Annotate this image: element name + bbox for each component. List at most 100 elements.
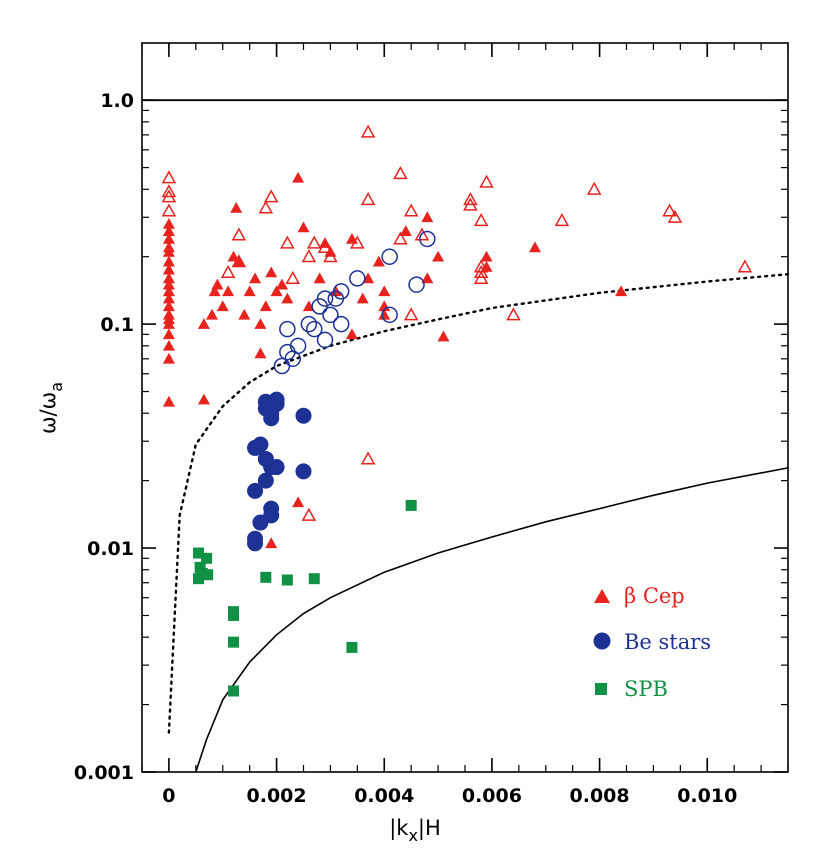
data-point-triangle-filled (238, 308, 251, 320)
legend-marker-be-stars (593, 632, 611, 650)
y-tick-label: 0.1 (100, 314, 134, 336)
data-point-square-filled (202, 569, 214, 581)
axis-ticks: 0 0.002 0.004 0.006 0.008 0.010 0.001 0.01 0.1 1.… (74, 43, 789, 807)
data-point-circle-filled (247, 482, 264, 499)
data-point-triangle-filled (345, 328, 358, 340)
data-point-triangle-open (258, 200, 274, 214)
data-point-triangle-open (323, 249, 338, 263)
data-point-triangle-open (667, 209, 683, 223)
data-point-triangle-filled (243, 285, 256, 297)
data-point-triangle-filled (162, 241, 175, 253)
data-point-triangle-open (220, 264, 236, 279)
data-point-square-filled (346, 641, 358, 653)
data-point-triangle-open (463, 191, 478, 206)
data-point-triangle-filled (275, 278, 288, 290)
x-axis-label-main: |k (389, 816, 409, 841)
data-point-triangle-open (586, 181, 602, 195)
x-axis-label-tail: |H (418, 816, 441, 841)
data-point-triangle-filled (356, 292, 369, 304)
data-point-triangle-open (479, 174, 494, 188)
data-point-triangle-open (231, 227, 247, 241)
x-tick-label: 0.006 (462, 785, 522, 807)
data-point-triangle-open (360, 191, 376, 206)
data-point-triangle-filled (162, 292, 175, 304)
data-points (161, 124, 753, 697)
data-point-triangle-open (306, 235, 322, 249)
x-tick-label: 0.004 (354, 785, 414, 807)
y-axis-label: ω/ωa (36, 382, 66, 434)
data-point-triangle-open (231, 254, 247, 268)
data-point-triangle-open (161, 184, 177, 198)
data-point-triangle-filled (292, 171, 305, 183)
x-tick-label: 0.008 (570, 785, 630, 807)
data-point-circle-filled (268, 395, 285, 412)
data-point-triangle-filled (162, 308, 175, 320)
data-point-circle-filled (295, 463, 312, 480)
data-point-triangle-filled (162, 278, 175, 290)
data-point-triangle-open (280, 235, 295, 249)
data-point-square-filled (308, 573, 320, 585)
data-point-square-filled (201, 552, 213, 564)
data-point-triangle-filled (292, 496, 305, 508)
data-point-square-filled (228, 685, 240, 697)
data-point-triangle-filled (162, 328, 175, 340)
data-point-triangle-filled (197, 318, 210, 329)
data-point-triangle-open (662, 203, 677, 217)
data-point-triangle-filled (254, 318, 267, 329)
legend: β Cep Be stars SPB (593, 584, 711, 701)
data-point-square-filled (260, 571, 272, 583)
data-point-circle-filled (257, 472, 274, 489)
data-point-triangle-filled (372, 255, 385, 267)
data-point-circle-open (322, 306, 339, 324)
data-point-triangle-filled (480, 260, 493, 272)
data-point-triangle-open (161, 203, 177, 217)
data-point-circle-open (332, 283, 350, 300)
reference-lines (142, 99, 790, 773)
data-point-circle-open (279, 320, 296, 338)
data-point-triangle-filled (162, 395, 175, 407)
data-point-triangle-open (393, 166, 408, 180)
data-point-triangle-filled (230, 201, 243, 213)
data-point-triangle-filled (208, 285, 221, 297)
data-point-circle-open (349, 270, 366, 287)
legend-marker-spb (595, 683, 607, 695)
data-point-triangle-filled (313, 272, 326, 284)
data-point-triangle-filled (265, 537, 278, 549)
data-point-triangle-filled (162, 225, 175, 236)
data-point-triangle-filled (270, 285, 283, 297)
data-point-circle-filled (295, 407, 312, 424)
data-point-triangle-open (473, 270, 489, 284)
data-point-triangle-open (161, 189, 177, 203)
data-point-triangle-filled (480, 250, 493, 262)
data-point-triangle-filled (432, 250, 445, 262)
data-point-circle-open (273, 357, 291, 375)
data-point-triangle-filled (297, 221, 310, 233)
y-axis-label-main: ω/ω (36, 392, 60, 434)
data-point-circle-open (306, 320, 323, 338)
data-point-triangle-open (403, 203, 419, 217)
y-axis-label-sub: a (47, 382, 66, 392)
data-point-triangle-open (554, 213, 570, 227)
data-point-triangle-filled (162, 263, 175, 275)
data-point-square-filled (281, 574, 293, 586)
data-point-triangle-filled (378, 285, 391, 297)
data-point-triangle-open (285, 270, 301, 284)
x-tick-label: 0.010 (677, 785, 737, 807)
data-point-triangle-filled (281, 292, 294, 304)
data-point-triangle-filled (211, 278, 224, 290)
plot-frame (141, 42, 789, 773)
data-point-triangle-open (301, 507, 317, 521)
data-point-circle-filled (268, 459, 285, 476)
y-tick-label: 1.0 (100, 90, 134, 112)
data-point-circle-filled (247, 535, 264, 552)
data-point-triangle-open (360, 451, 376, 465)
data-point-triangle-open (403, 307, 419, 321)
data-point-triangle-open (301, 249, 317, 263)
data-point-triangle-filled (399, 225, 412, 236)
data-point-triangle-filled (205, 308, 218, 320)
data-point-triangle-open (161, 170, 177, 184)
data-point-triangle-filled (254, 347, 267, 359)
data-point-circle-open (300, 315, 318, 333)
data-point-circle-open (316, 331, 334, 349)
y-tick-label: 0.01 (87, 538, 134, 560)
